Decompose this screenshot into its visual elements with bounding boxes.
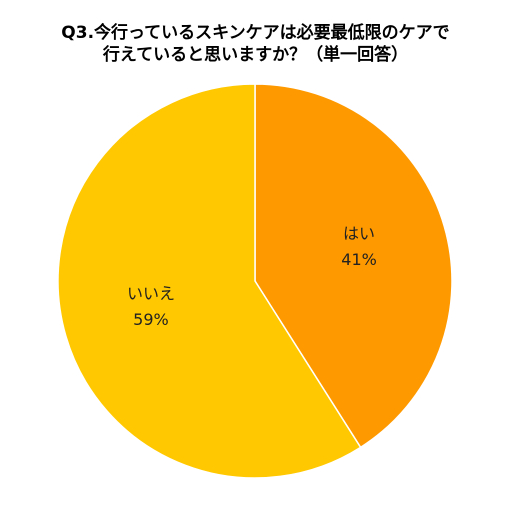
- slice-category-label-2: いいえ: [127, 284, 175, 303]
- pie-slice-1: [254, 83, 453, 449]
- chart-title-line-1: Q3.今行っているスキンケアは必要最低限のケアで: [61, 23, 450, 43]
- slice-value-label-1: 41%: [341, 250, 377, 269]
- chart-title: Q3.今行っているスキンケアは必要最低限のケアで 行えていると思いますか？（単一…: [0, 22, 511, 66]
- chart-title-line-2: 行えていると思いますか？（単一回答）: [102, 45, 409, 65]
- pie-slice-2: [57, 83, 362, 479]
- slice-value-label-2: 59%: [133, 310, 169, 329]
- slice-category-label-1: はい: [343, 224, 375, 243]
